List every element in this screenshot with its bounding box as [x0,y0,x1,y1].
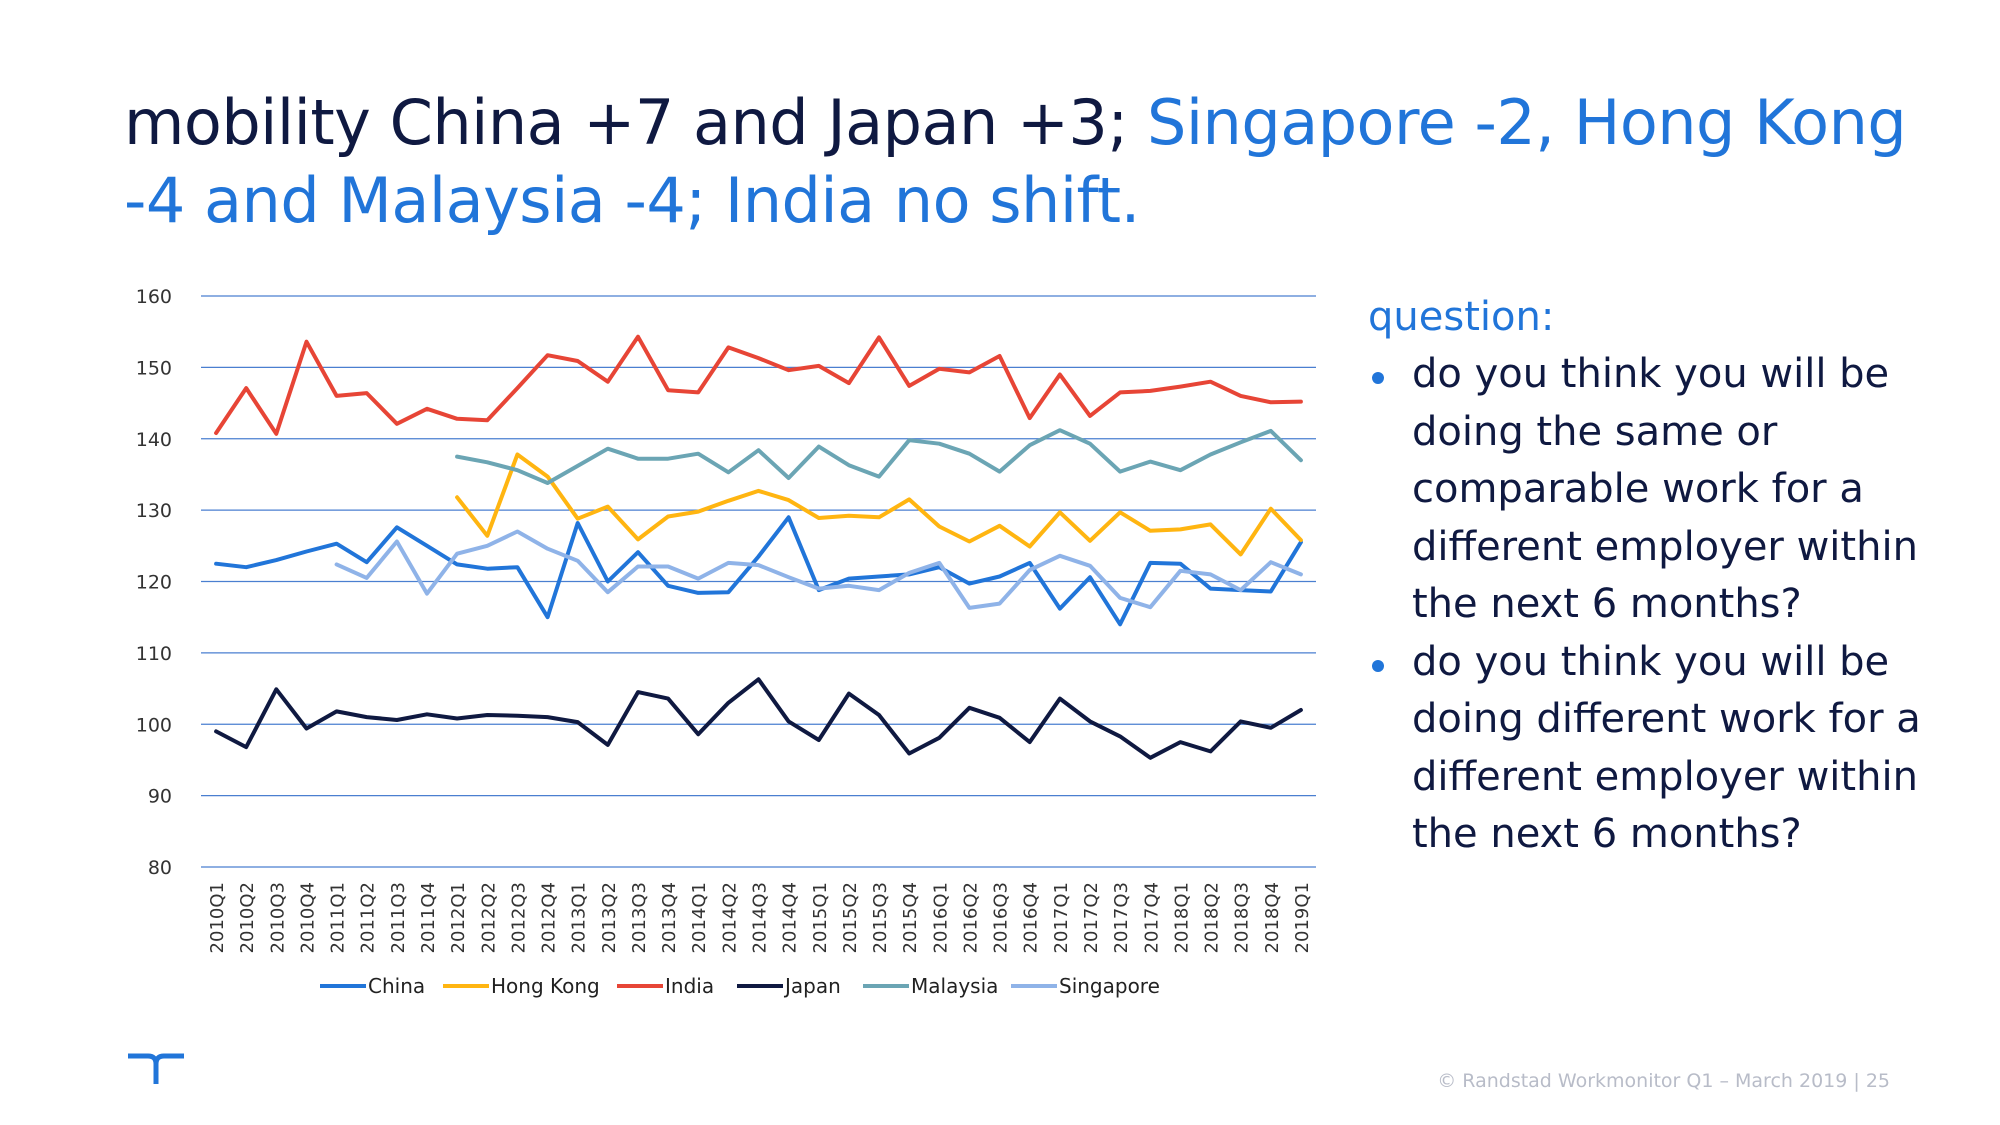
legend-label: Singapore [1059,974,1160,998]
legend: China Hong Kong India Japan Malaysia Singapor… [320,974,1160,998]
y-tick-label: 160 [136,286,172,308]
y-tick-label: 80 [148,857,172,879]
x-tick-label: 2014Q4 [780,882,801,953]
gridlines [201,295,1316,868]
x-tick-label: 2018Q3 [1232,882,1253,953]
question-text-2: do you think you will be doing different… [1412,638,1921,858]
x-tick-label: 2013Q2 [599,882,620,953]
x-tick-label: 2010Q4 [297,882,318,953]
question-panel: question: do you think you will be doing… [1368,290,1988,864]
legend-item-singapore: Singapore [1011,974,1160,998]
x-tick-label: 2015Q1 [810,882,831,953]
x-tick-label: 2019Q1 [1292,882,1313,953]
legend-item-china: China [320,974,425,998]
page-title: mobility China +7 and Japan +3; Singapor… [124,84,1924,240]
x-tick-label: 2012Q1 [448,882,469,953]
question-heading: question: [1368,294,1555,340]
randstad-logo-icon[interactable] [126,1052,186,1086]
x-tick-label: 2017Q2 [1081,882,1102,953]
x-tick-label: 2014Q2 [719,882,740,953]
legend-item-japan: Japan [737,974,841,998]
x-tick-label: 2017Q1 [1051,882,1072,953]
series-line-singapore [334,529,1303,610]
x-tick-label: 2012Q2 [478,882,499,953]
x-axis-ticks: 2010Q1 2010Q2 2010Q3 2010Q4 2011Q1 2011Q2 2011… [207,882,1313,953]
y-tick-label: 90 [148,786,172,808]
bullet-dot-icon [1372,372,1384,384]
y-tick-label: 120 [136,572,172,594]
x-tick-label: 2012Q4 [539,882,560,953]
question-bullet-2: do you think you will be doing different… [1368,634,1972,864]
legend-item-hong-kong: Hong Kong [443,974,600,998]
title-highlight-part: Singapore -2, Hong Kong -4 and Malaysia … [124,86,1907,237]
x-tick-label: 2018Q2 [1202,882,1223,953]
x-tick-label: 2016Q3 [991,882,1012,953]
x-tick-label: 2013Q3 [629,882,650,953]
series-line-malaysia [455,428,1303,485]
y-tick-label: 130 [136,500,172,522]
legend-item-india: India [617,974,714,998]
legend-item-malaysia: Malaysia [863,974,998,998]
x-tick-label: 2011Q3 [388,882,409,953]
x-tick-label: 2012Q3 [508,882,529,953]
question-text-1: do you think you will be doing the same … [1412,351,1918,627]
legend-label: India [665,974,714,998]
title-dark-part: mobility China +7 and Japan +3; [124,86,1147,159]
series-line-japan [214,677,1303,760]
bullet-dot-icon [1372,659,1384,672]
series-line-china [214,515,1303,627]
x-tick-label: 2011Q1 [328,882,349,953]
series-line-hong-kong [455,452,1303,557]
x-tick-label: 2011Q4 [418,882,439,953]
x-tick-label: 2014Q3 [750,882,771,953]
x-tick-label: 2010Q1 [207,882,228,953]
series-line-india [214,334,1303,436]
x-tick-label: 2015Q2 [840,882,861,953]
legend-label: China [368,974,425,998]
x-tick-label: 2013Q4 [659,882,680,953]
x-tick-label: 2017Q3 [1111,882,1132,953]
x-tick-label: 2018Q1 [1171,882,1192,953]
x-tick-label: 2016Q1 [930,882,951,953]
y-tick-label: 100 [136,714,172,736]
y-tick-label: 110 [136,643,172,665]
x-tick-label: 2015Q4 [900,882,921,953]
y-axis-ticks: 80 90 100 110 120 130 140 150 160 [136,286,172,879]
x-tick-label: 2014Q1 [689,882,710,953]
legend-label: Malaysia [911,974,998,998]
x-tick-label: 2018Q4 [1262,882,1283,953]
x-tick-label: 2011Q2 [358,882,379,953]
legend-label: Japan [783,974,841,998]
legend-label: Hong Kong [491,974,600,998]
series-lines [214,334,1303,760]
x-tick-label: 2017Q4 [1141,882,1162,953]
question-bullet-1: do you think you will be doing the same … [1368,346,1972,634]
x-tick-label: 2010Q3 [267,882,288,953]
x-tick-label: 2013Q1 [569,882,590,953]
x-tick-label: 2016Q2 [960,882,981,953]
x-tick-label: 2016Q4 [1021,882,1042,953]
footer-text: © Randstad Workmonitor Q1 – March 2019 |… [1437,1070,1890,1092]
y-tick-label: 140 [136,429,172,451]
y-tick-label: 150 [136,357,172,379]
x-tick-label: 2015Q3 [870,882,891,953]
x-tick-label: 2010Q2 [237,882,258,953]
